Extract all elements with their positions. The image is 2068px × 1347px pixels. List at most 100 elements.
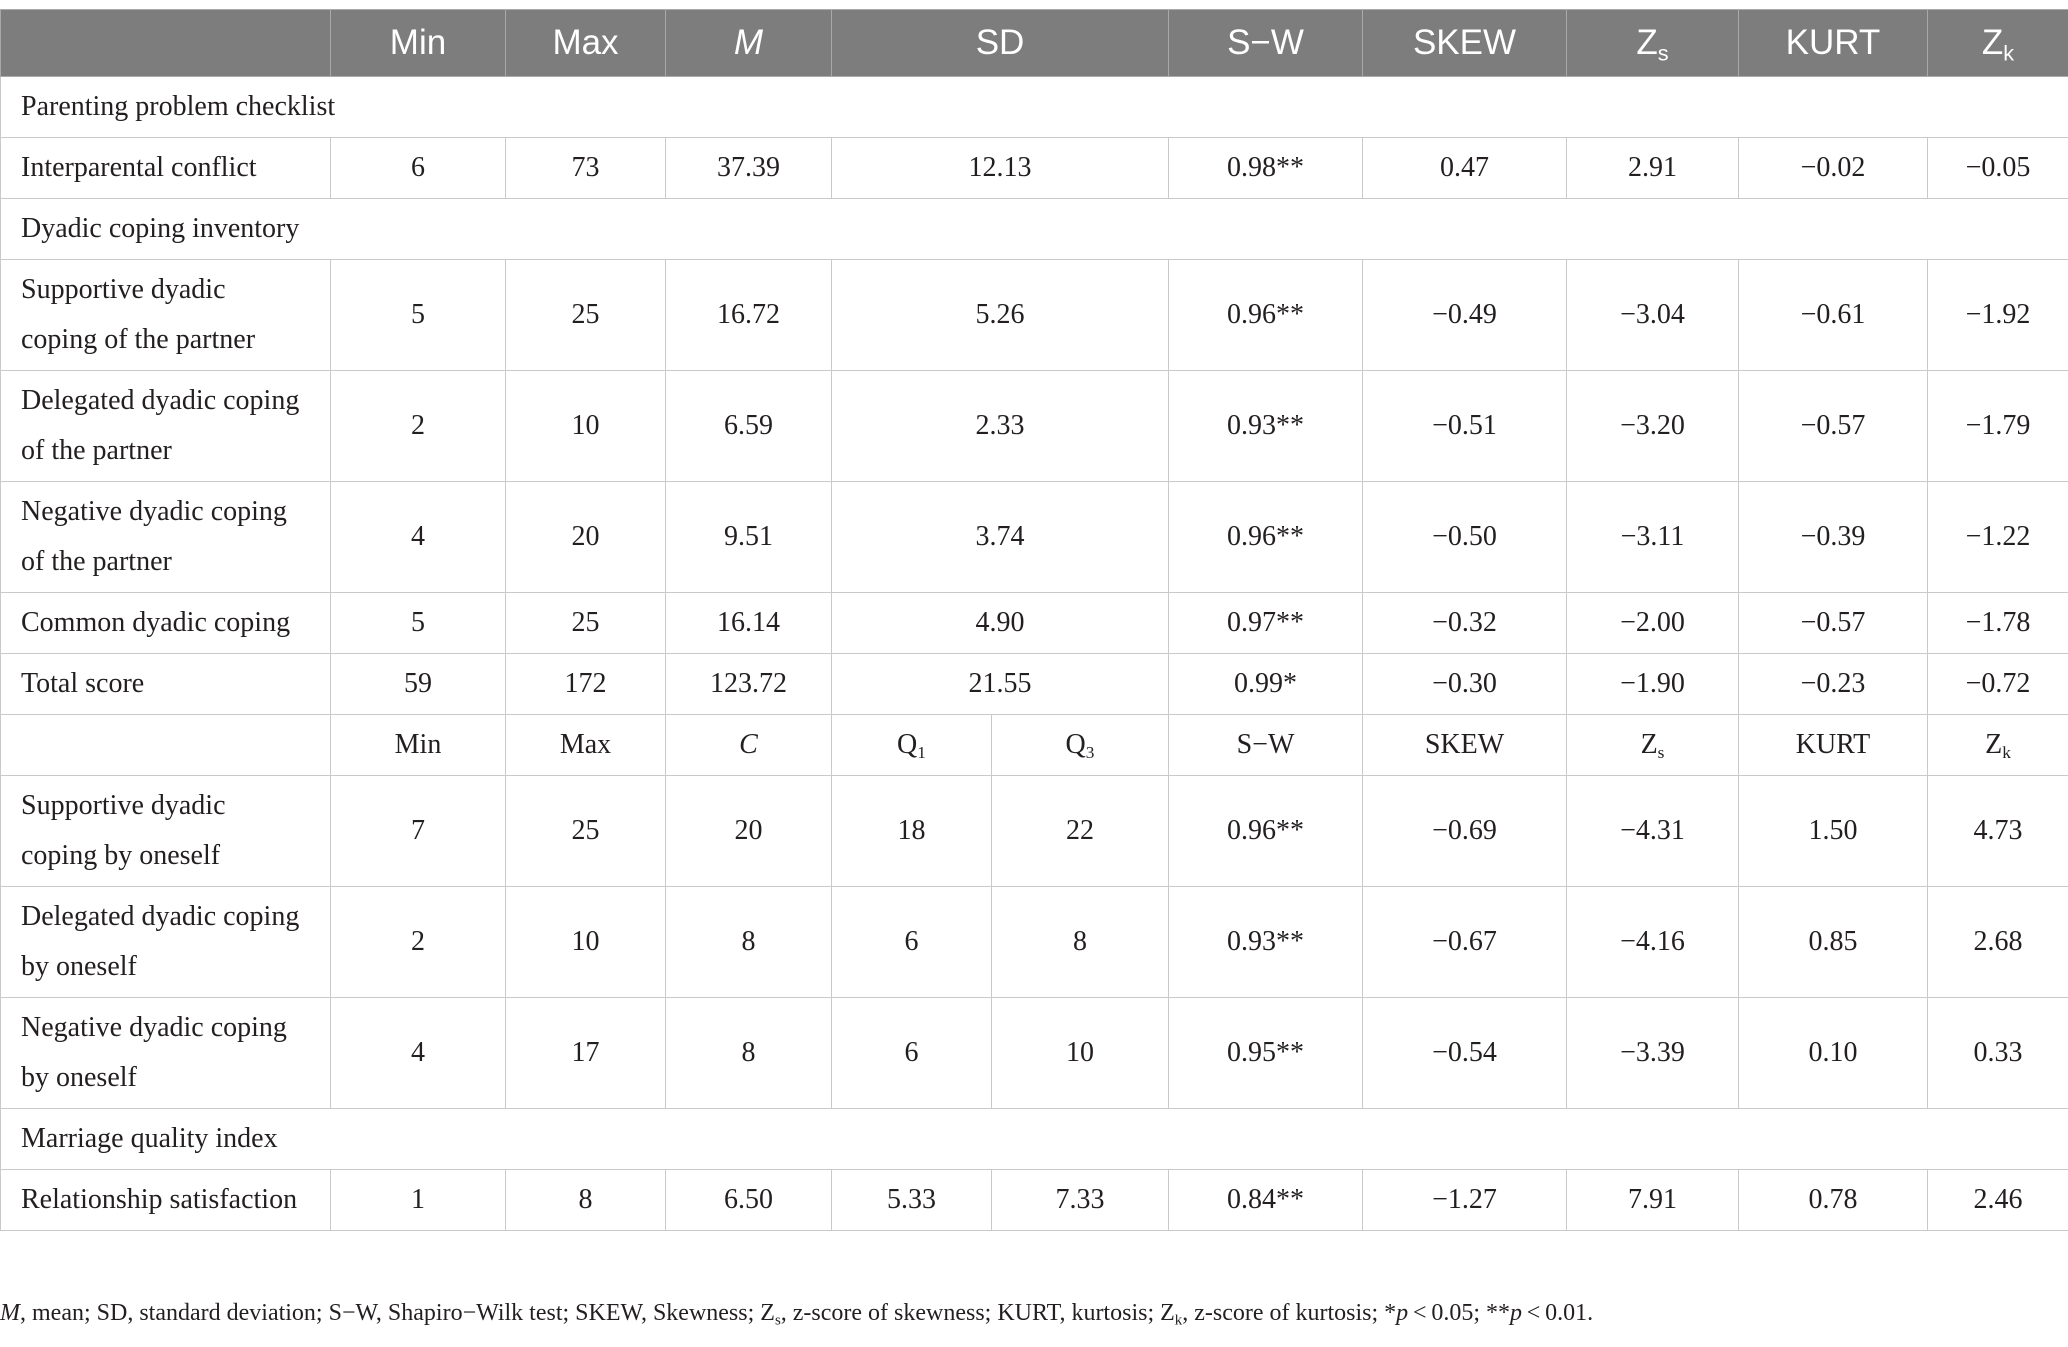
- table-row: Supportive dyadic coping by oneself 7 25 …: [0, 775, 2068, 887]
- section-row: Dyadic coping inventory: [0, 198, 2068, 260]
- header-blank: [0, 9, 331, 77]
- cell-sd: 2.33: [831, 370, 1169, 482]
- cell-kurt: −0.57: [1738, 592, 1928, 654]
- cell-sd: 21.55: [831, 653, 1169, 715]
- cell-max: 10: [505, 886, 666, 998]
- cell-median: 8: [665, 997, 832, 1109]
- cell-zs: −1.90: [1566, 653, 1739, 715]
- cell-sd: 3.74: [831, 481, 1169, 593]
- cell-max: 8: [505, 1169, 666, 1231]
- cell-sw: 0.97**: [1168, 592, 1363, 654]
- header-sw: S−W: [1168, 9, 1363, 77]
- subheader-sw: S−W: [1168, 714, 1363, 776]
- cell-sd: 5.26: [831, 259, 1169, 371]
- cell-zs: −2.00: [1566, 592, 1739, 654]
- row-label: Total score: [0, 653, 331, 715]
- cell-sd: 12.13: [831, 137, 1169, 199]
- cell-min: 4: [330, 997, 506, 1109]
- cell-min: 1: [330, 1169, 506, 1231]
- cell-kurt: −0.23: [1738, 653, 1928, 715]
- table-row: Total score 59 172 123.72 21.55 0.99* −0…: [0, 653, 2068, 715]
- cell-skew: −0.32: [1362, 592, 1567, 654]
- cell-median: 8: [665, 886, 832, 998]
- cell-q3: 8: [991, 886, 1169, 998]
- cell-zk: −1.78: [1927, 592, 2068, 654]
- cell-skew: −0.54: [1362, 997, 1567, 1109]
- cell-zs: −3.39: [1566, 997, 1739, 1109]
- cell-kurt: 0.85: [1738, 886, 1928, 998]
- header-zk: Zk: [1927, 9, 2068, 77]
- table-header-row: Min Max M SD S−W SKEW Zs KURT Zk: [0, 9, 2068, 77]
- cell-skew: −0.51: [1362, 370, 1567, 482]
- subheader-skew: SKEW: [1362, 714, 1567, 776]
- cell-zk: 2.68: [1927, 886, 2068, 998]
- cell-skew: −0.67: [1362, 886, 1567, 998]
- cell-zs: 2.91: [1566, 137, 1739, 199]
- cell-max: 25: [505, 775, 666, 887]
- cell-min: 6: [330, 137, 506, 199]
- cell-sw: 0.95**: [1168, 997, 1363, 1109]
- descriptive-statistics-table: Min Max M SD S−W SKEW Zs KURT Zk Parenti…: [0, 9, 2068, 1231]
- cell-kurt: 0.78: [1738, 1169, 1928, 1231]
- row-label: Negative dyadic coping by oneself: [0, 997, 331, 1109]
- cell-sw: 0.98**: [1168, 137, 1363, 199]
- cell-sw: 0.96**: [1168, 259, 1363, 371]
- subheader-min: Min: [330, 714, 506, 776]
- cell-max: 10: [505, 370, 666, 482]
- cell-median: 20: [665, 775, 832, 887]
- subheader-q1: Q1: [831, 714, 992, 776]
- cell-sw: 0.96**: [1168, 481, 1363, 593]
- subheader-zk: Zk: [1927, 714, 2068, 776]
- cell-zs: −3.11: [1566, 481, 1739, 593]
- cell-max: 25: [505, 259, 666, 371]
- cell-q1: 5.33: [831, 1169, 992, 1231]
- row-label: Supportive dyadic coping by oneself: [0, 775, 331, 887]
- cell-min: 59: [330, 653, 506, 715]
- subheader-row: Min Max C Q1 Q3 S−W SKEW Zs KURT Zk: [0, 714, 2068, 776]
- cell-min: 4: [330, 481, 506, 593]
- cell-min: 5: [330, 592, 506, 654]
- cell-skew: −1.27: [1362, 1169, 1567, 1231]
- section-row: Parenting problem checklist: [0, 76, 2068, 138]
- cell-min: 5: [330, 259, 506, 371]
- cell-min: 2: [330, 370, 506, 482]
- cell-max: 17: [505, 997, 666, 1109]
- header-sd: SD: [831, 9, 1169, 77]
- cell-mean: 16.14: [665, 592, 832, 654]
- header-min: Min: [330, 9, 506, 77]
- cell-zk: −0.05: [1927, 137, 2068, 199]
- section-marriage-quality-index: Marriage quality index: [0, 1108, 2068, 1170]
- cell-sw: 0.93**: [1168, 370, 1363, 482]
- header-mean: M: [665, 9, 832, 77]
- cell-zs: −3.04: [1566, 259, 1739, 371]
- cell-sd: 4.90: [831, 592, 1169, 654]
- table-row: Delegated dyadic coping of the partner 2 …: [0, 370, 2068, 482]
- cell-max: 25: [505, 592, 666, 654]
- cell-zk: −0.72: [1927, 653, 2068, 715]
- cell-mean: 16.72: [665, 259, 832, 371]
- table-row: Negative dyadic coping of the partner 4 2…: [0, 481, 2068, 593]
- row-label: Delegated dyadic coping of the partner: [0, 370, 331, 482]
- table-row: Relationship satisfaction 1 8 6.50 5.33 …: [0, 1169, 2068, 1231]
- cell-mean: 6.59: [665, 370, 832, 482]
- cell-max: 73: [505, 137, 666, 199]
- cell-skew: −0.69: [1362, 775, 1567, 887]
- cell-skew: −0.30: [1362, 653, 1567, 715]
- cell-zk: 4.73: [1927, 775, 2068, 887]
- subheader-median: C: [665, 714, 832, 776]
- row-label: Negative dyadic coping of the partner: [0, 481, 331, 593]
- cell-skew: −0.50: [1362, 481, 1567, 593]
- cell-zk: −1.22: [1927, 481, 2068, 593]
- cell-kurt: −0.61: [1738, 259, 1928, 371]
- subheader-kurt: KURT: [1738, 714, 1928, 776]
- table-row: Common dyadic coping 5 25 16.14 4.90 0.9…: [0, 592, 2068, 654]
- section-row: Marriage quality index: [0, 1108, 2068, 1170]
- cell-mean: 9.51: [665, 481, 832, 593]
- cell-zs: −4.16: [1566, 886, 1739, 998]
- section-dyadic-coping-inventory: Dyadic coping inventory: [0, 198, 2068, 260]
- cell-min: 7: [330, 775, 506, 887]
- cell-min: 2: [330, 886, 506, 998]
- cell-q1: 6: [831, 997, 992, 1109]
- cell-kurt: −0.02: [1738, 137, 1928, 199]
- table-row: Supportive dyadic coping of the partner 5…: [0, 259, 2068, 371]
